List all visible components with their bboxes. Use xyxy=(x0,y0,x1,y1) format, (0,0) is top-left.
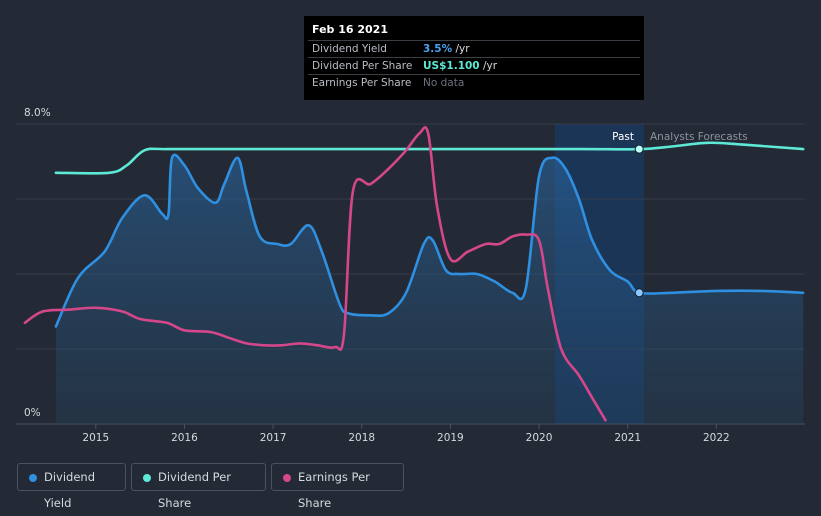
x-tick-label: 2016 xyxy=(171,432,198,444)
x-tick-label: 2021 xyxy=(614,432,641,444)
tooltip-row-dividend-yield: Dividend Yield 3.5% /yr xyxy=(308,40,640,58)
legend-dot-icon xyxy=(283,474,291,482)
dividend-per-share-marker[interactable] xyxy=(634,144,644,154)
tooltip-label: Dividend Yield xyxy=(312,43,387,55)
dividend-yield-line[interactable] xyxy=(54,153,805,328)
line-layer xyxy=(23,126,805,422)
tooltip-value-number: 3.5% xyxy=(423,43,453,55)
dividend-yield-area xyxy=(55,154,804,424)
x-tick-label: 2017 xyxy=(260,432,287,444)
tooltip-label: Dividend Per Share xyxy=(312,60,413,72)
tooltip: Feb 16 2021 Dividend Yield 3.5% /yr Divi… xyxy=(304,16,644,100)
tooltip-row-earnings-per-share: Earnings Per Share No data xyxy=(308,74,640,92)
past-label: Past xyxy=(612,131,634,143)
x-tick-label: 2022 xyxy=(703,432,730,444)
x-tick-label: 2020 xyxy=(526,432,553,444)
legend-label: Dividend Per Share xyxy=(158,470,231,510)
y-label-bottom: 0% xyxy=(24,407,41,419)
tooltip-value-number: US$1.100 xyxy=(423,60,480,72)
tooltip-row-dividend-per-share: Dividend Per Share US$1.100 /yr xyxy=(308,57,640,75)
legend-label: Dividend Yield xyxy=(44,470,96,510)
earnings-per-share-line[interactable] xyxy=(23,126,607,422)
dividend-yield-marker[interactable] xyxy=(634,288,644,298)
tooltip-value: US$1.100 /yr xyxy=(423,60,497,72)
y-label-top: 8.0% xyxy=(24,107,51,119)
x-tick-label: 2015 xyxy=(82,432,109,444)
legend-dividend-yield[interactable]: Dividend Yield xyxy=(17,463,126,510)
forecast-label: Analysts Forecasts xyxy=(650,131,748,143)
tooltip-value-unit: /yr xyxy=(452,43,470,55)
x-tick-label: 2019 xyxy=(437,432,464,444)
tooltip-label: Earnings Per Share xyxy=(312,77,412,89)
area-layer xyxy=(55,154,804,424)
tick-layer: 2015 2016 2017 2018 2019 2020 2021 2022 xyxy=(82,424,730,444)
legend-dot-icon xyxy=(29,474,37,482)
tooltip-value-number: No data xyxy=(423,77,465,89)
x-tick-label: 2018 xyxy=(348,432,375,444)
legend-earnings-per-share[interactable]: Earnings Per Share xyxy=(271,463,404,510)
legend-label: Earnings Per Share xyxy=(298,470,370,510)
legend-dot-icon xyxy=(143,474,151,482)
tooltip-date: Feb 16 2021 xyxy=(312,23,388,36)
tooltip-value: 3.5% /yr xyxy=(423,43,470,55)
legend-dividend-per-share[interactable]: Dividend Per Share xyxy=(131,463,266,510)
tooltip-value-unit: /yr xyxy=(479,60,498,72)
tooltip-value: No data xyxy=(423,77,464,89)
